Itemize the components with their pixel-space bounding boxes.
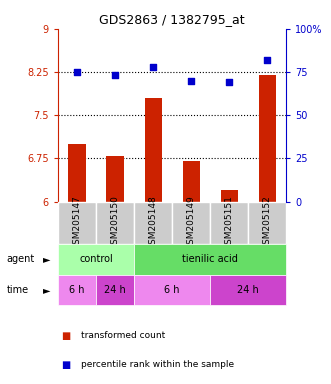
Bar: [259, 75, 276, 202]
Text: GSM205149: GSM205149: [187, 195, 196, 250]
Text: GSM205150: GSM205150: [111, 195, 119, 250]
Bar: [69, 144, 85, 202]
Point: [264, 57, 270, 63]
Text: agent: agent: [7, 254, 35, 264]
Bar: [58, 244, 134, 275]
Bar: [210, 275, 286, 305]
Text: control: control: [79, 254, 113, 264]
Bar: [172, 202, 210, 244]
Point: [112, 72, 118, 78]
Text: GSM205148: GSM205148: [149, 195, 158, 250]
Text: ►: ►: [43, 254, 51, 264]
Text: percentile rank within the sample: percentile rank within the sample: [81, 360, 234, 369]
Text: GSM205152: GSM205152: [263, 195, 272, 250]
Bar: [134, 202, 172, 244]
Bar: [107, 156, 123, 202]
Bar: [145, 98, 162, 202]
Text: 24 h: 24 h: [104, 285, 126, 295]
Text: time: time: [7, 285, 29, 295]
Bar: [248, 202, 286, 244]
Bar: [96, 202, 134, 244]
Text: 24 h: 24 h: [237, 285, 259, 295]
Bar: [58, 202, 96, 244]
Bar: [134, 244, 286, 275]
Text: 6 h: 6 h: [69, 285, 85, 295]
Text: tienilic acid: tienilic acid: [182, 254, 238, 264]
Bar: [96, 275, 134, 305]
Text: 6 h: 6 h: [165, 285, 180, 295]
Bar: [221, 190, 238, 202]
Point: [226, 79, 232, 86]
Point: [188, 78, 194, 84]
Bar: [210, 202, 248, 244]
Title: GDS2863 / 1382795_at: GDS2863 / 1382795_at: [99, 13, 245, 26]
Text: GSM205147: GSM205147: [72, 195, 81, 250]
Point: [150, 64, 156, 70]
Text: transformed count: transformed count: [81, 331, 166, 341]
Text: ■: ■: [61, 331, 71, 341]
Text: ■: ■: [61, 360, 71, 370]
Text: GSM205151: GSM205151: [225, 195, 234, 250]
Bar: [183, 161, 200, 202]
Bar: [134, 275, 210, 305]
Point: [74, 69, 79, 75]
Text: ►: ►: [43, 285, 51, 295]
Bar: [58, 275, 96, 305]
